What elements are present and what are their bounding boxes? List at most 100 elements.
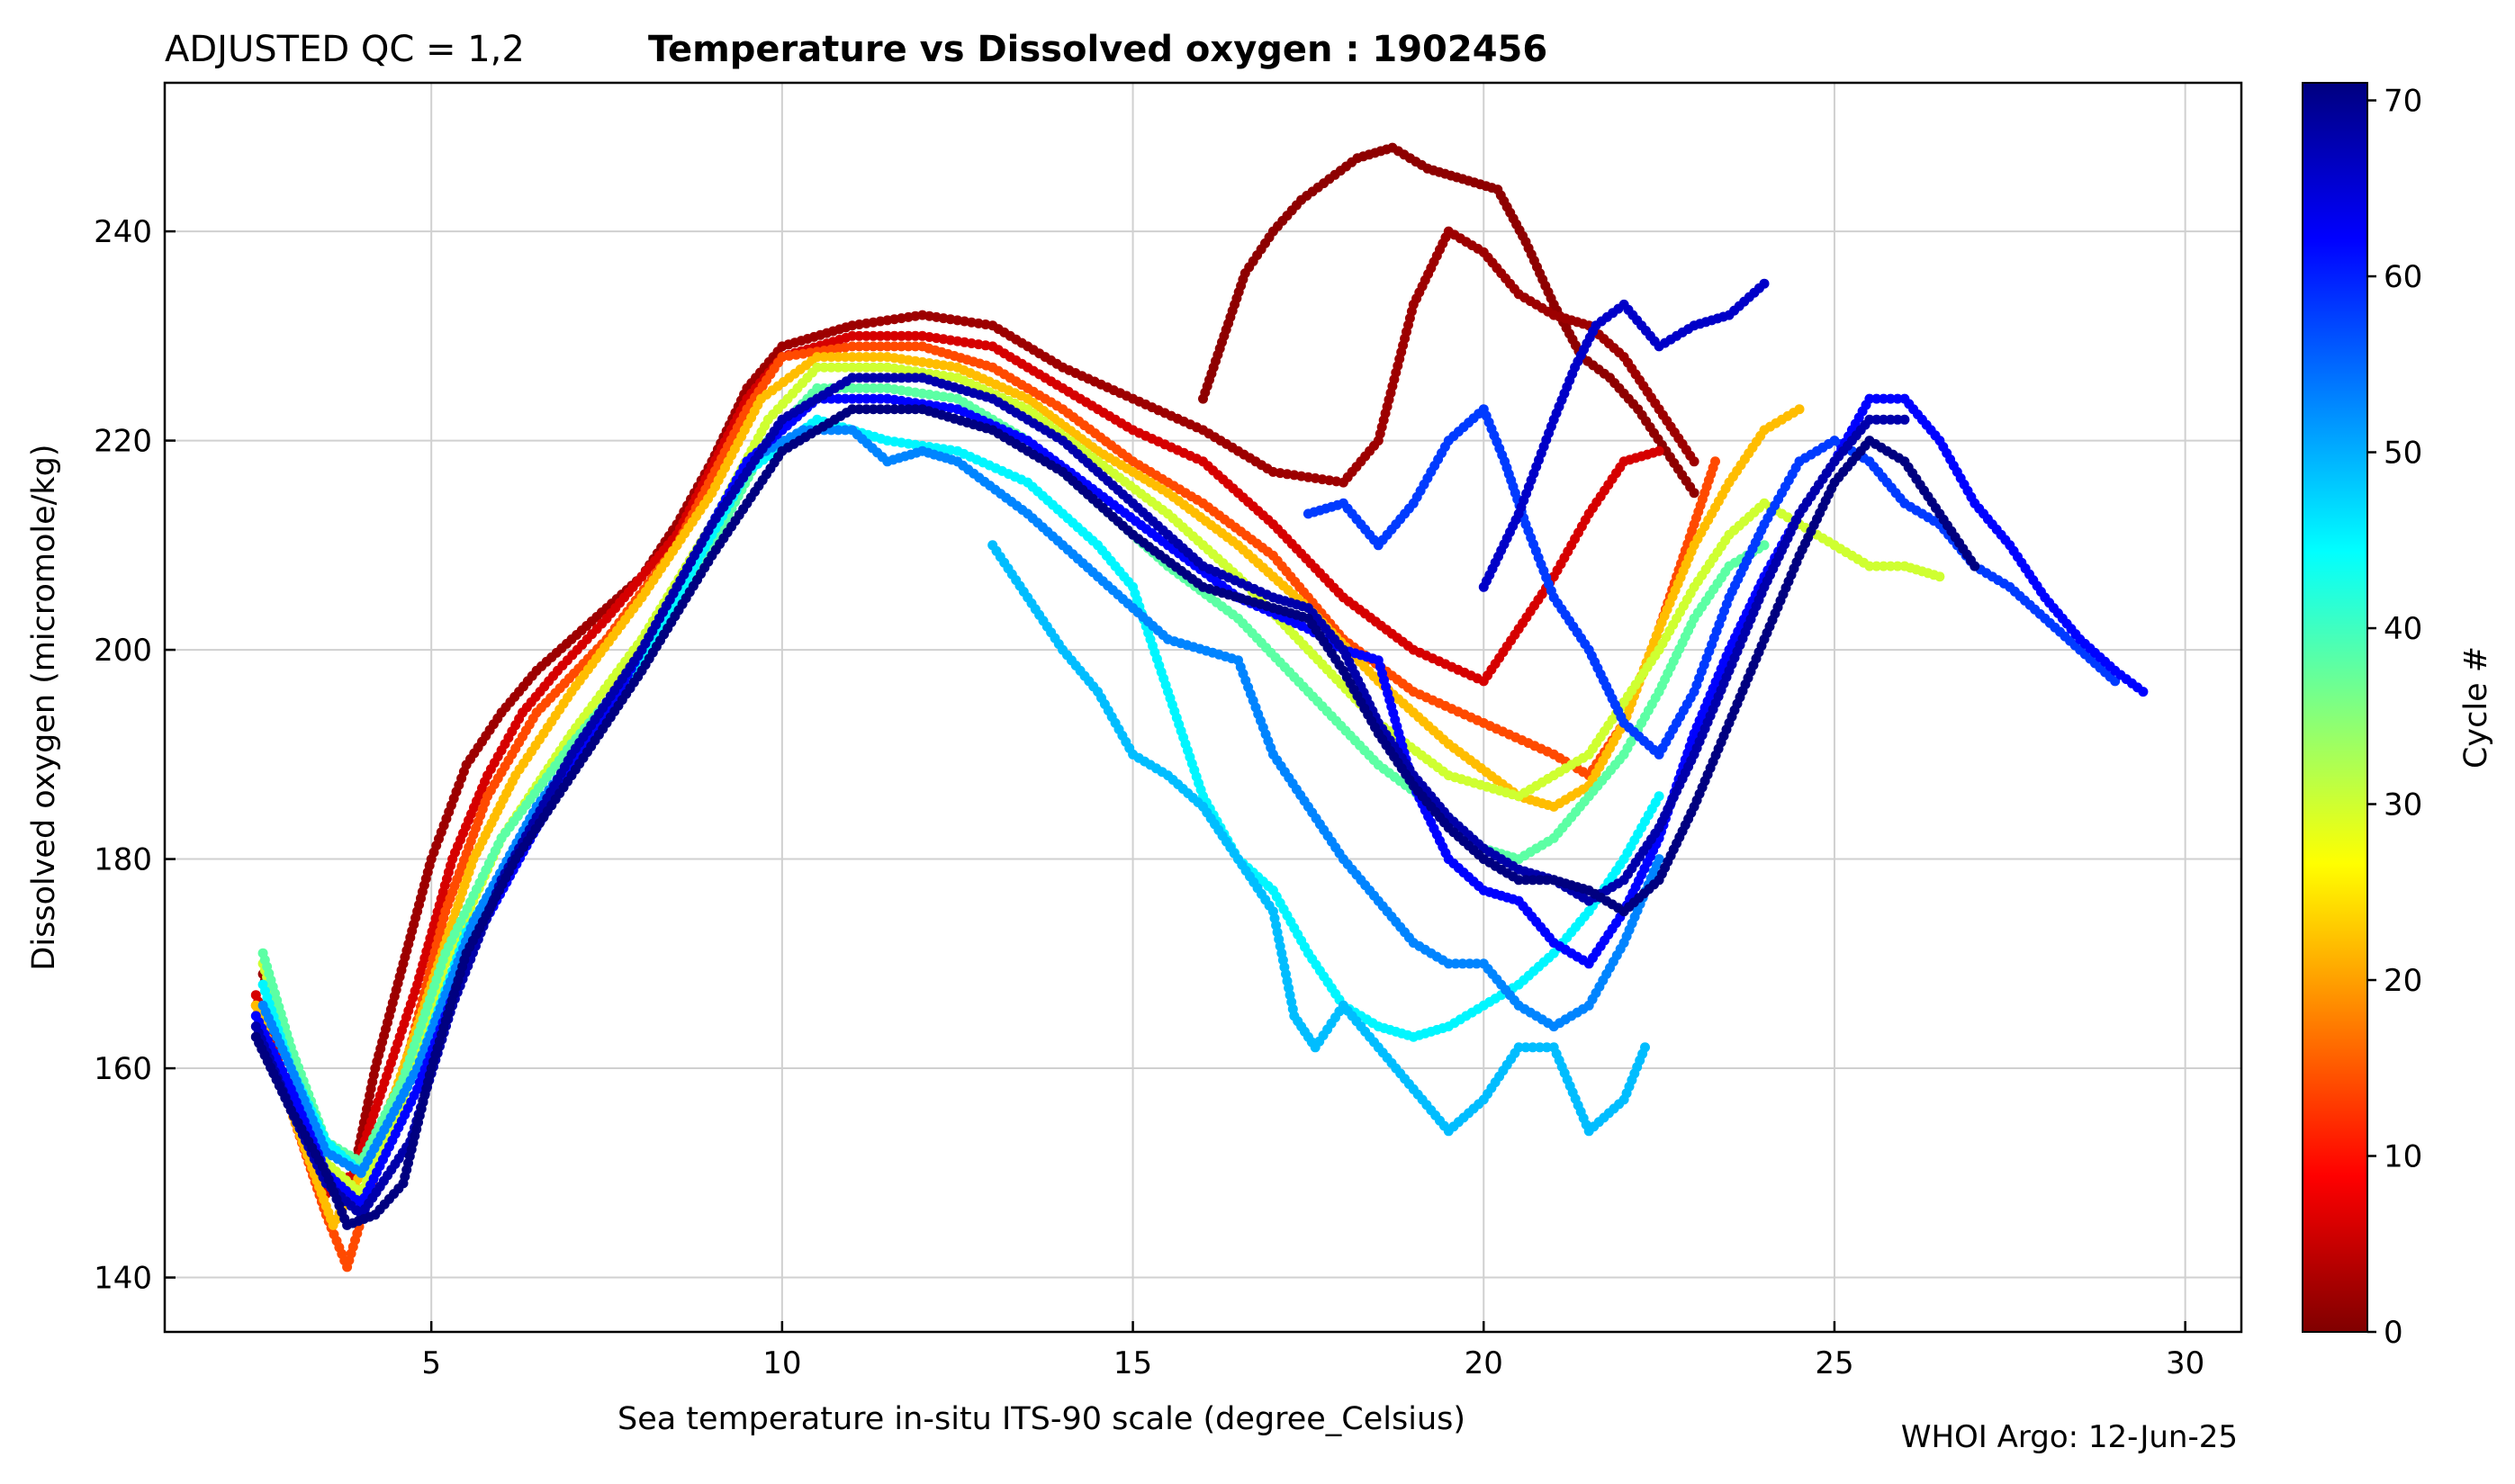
data-point bbox=[861, 362, 871, 373]
data-point bbox=[847, 352, 858, 363]
series-cycle-45 bbox=[257, 414, 1664, 1178]
x-axis: 5 10 15 20 25 30 bbox=[421, 1321, 2204, 1381]
data-point bbox=[1864, 561, 1875, 571]
data-point bbox=[896, 341, 906, 352]
data-point bbox=[903, 330, 914, 341]
data-point bbox=[825, 352, 836, 363]
data-point bbox=[882, 330, 893, 341]
data-point bbox=[1871, 561, 1882, 571]
data-point bbox=[861, 341, 871, 352]
data-point bbox=[861, 330, 871, 341]
x-tick-label: 30 bbox=[2166, 1345, 2204, 1381]
colorbar-tick-label: 70 bbox=[2384, 84, 2422, 120]
data-point bbox=[1794, 404, 1805, 415]
data-point bbox=[833, 352, 843, 363]
scatter-points bbox=[250, 142, 2149, 1273]
data-point bbox=[1710, 456, 1720, 467]
colorbar bbox=[2303, 83, 2367, 1332]
x-tick-label: 10 bbox=[762, 1345, 801, 1381]
data-point bbox=[861, 352, 871, 363]
data-point bbox=[1885, 561, 1896, 571]
data-point bbox=[840, 425, 851, 436]
data-point bbox=[1513, 1042, 1524, 1053]
data-point bbox=[868, 352, 879, 363]
y-tick-label: 180 bbox=[94, 842, 152, 878]
data-point bbox=[854, 382, 865, 393]
data-point bbox=[1541, 1042, 1552, 1053]
x-tick-label: 5 bbox=[421, 1345, 441, 1381]
data-point bbox=[812, 362, 823, 373]
colorbar-label: Cycle # bbox=[2458, 646, 2494, 769]
data-point bbox=[840, 352, 851, 363]
y-tick-label: 140 bbox=[94, 1261, 152, 1297]
data-point bbox=[847, 382, 858, 393]
data-point bbox=[875, 330, 886, 341]
chart-title: Temperature vs Dissolved oxygen : 190245… bbox=[648, 29, 1547, 70]
series-cycle-53 bbox=[257, 425, 1664, 1178]
data-point bbox=[833, 362, 843, 373]
data-point bbox=[1934, 571, 1945, 582]
data-point bbox=[825, 362, 836, 373]
x-tick-label: 15 bbox=[1113, 1345, 1152, 1381]
colorbar-axis: 0 10 20 30 40 50 60 70 bbox=[2367, 84, 2422, 1351]
y-tick-label: 200 bbox=[94, 633, 152, 669]
y-tick-label: 220 bbox=[94, 424, 152, 460]
data-point bbox=[875, 382, 886, 393]
data-point bbox=[840, 362, 851, 373]
data-point bbox=[847, 362, 858, 373]
data-point bbox=[1759, 540, 1770, 551]
data-point bbox=[868, 341, 879, 352]
data-point bbox=[910, 330, 921, 341]
x-tick-label: 20 bbox=[1465, 1345, 1503, 1381]
colorbar-tick-label: 10 bbox=[2384, 1139, 2422, 1175]
data-point bbox=[875, 352, 886, 363]
grid-lines bbox=[165, 83, 2241, 1332]
data-point bbox=[1689, 488, 1699, 499]
series-cycle-1 bbox=[1198, 142, 1699, 499]
data-point bbox=[854, 352, 865, 363]
y-axis-label: Dissolved oxygen (micromole/kg) bbox=[26, 444, 62, 970]
data-point bbox=[819, 362, 830, 373]
x-tick-label: 25 bbox=[1815, 1345, 1853, 1381]
credit-text: WHOI Argo: 12-Jun-25 bbox=[1901, 1419, 2238, 1455]
data-point bbox=[889, 341, 900, 352]
data-point bbox=[868, 362, 879, 373]
data-point bbox=[910, 341, 921, 352]
y-tick-label: 160 bbox=[94, 1051, 152, 1087]
colorbar-tick-label: 40 bbox=[2384, 611, 2422, 647]
data-point bbox=[847, 330, 858, 341]
data-point bbox=[875, 341, 886, 352]
data-point bbox=[896, 330, 906, 341]
data-point bbox=[1654, 854, 1664, 865]
data-point bbox=[1640, 1042, 1650, 1053]
data-point bbox=[1759, 278, 1770, 289]
data-point bbox=[854, 341, 865, 352]
colorbar-tick-label: 50 bbox=[2384, 436, 2422, 472]
data-point bbox=[847, 341, 858, 352]
data-point bbox=[1520, 1042, 1531, 1053]
data-point bbox=[812, 352, 823, 363]
data-point bbox=[861, 382, 871, 393]
data-point bbox=[903, 341, 914, 352]
data-point bbox=[1899, 414, 1910, 425]
data-point bbox=[889, 330, 900, 341]
data-point bbox=[868, 382, 879, 393]
data-point bbox=[812, 382, 823, 393]
x-axis-label: Sea temperature in-situ ITS-90 scale (de… bbox=[617, 1401, 1465, 1437]
data-point bbox=[1528, 1042, 1538, 1053]
colorbar-tick-label: 30 bbox=[2384, 787, 2422, 823]
data-point bbox=[833, 425, 843, 436]
data-point bbox=[1654, 791, 1664, 802]
data-point bbox=[1654, 445, 1664, 456]
plot-frame bbox=[163, 81, 2243, 1334]
data-point bbox=[819, 352, 830, 363]
qc-label: ADJUSTED QC = 1,2 bbox=[165, 29, 525, 70]
colorbar-tick-label: 0 bbox=[2384, 1315, 2403, 1351]
data-point bbox=[1970, 561, 1980, 571]
data-point bbox=[854, 362, 865, 373]
data-point bbox=[882, 341, 893, 352]
colorbar-tick-label: 20 bbox=[2384, 963, 2422, 999]
colorbar-tick-label: 60 bbox=[2384, 259, 2422, 295]
